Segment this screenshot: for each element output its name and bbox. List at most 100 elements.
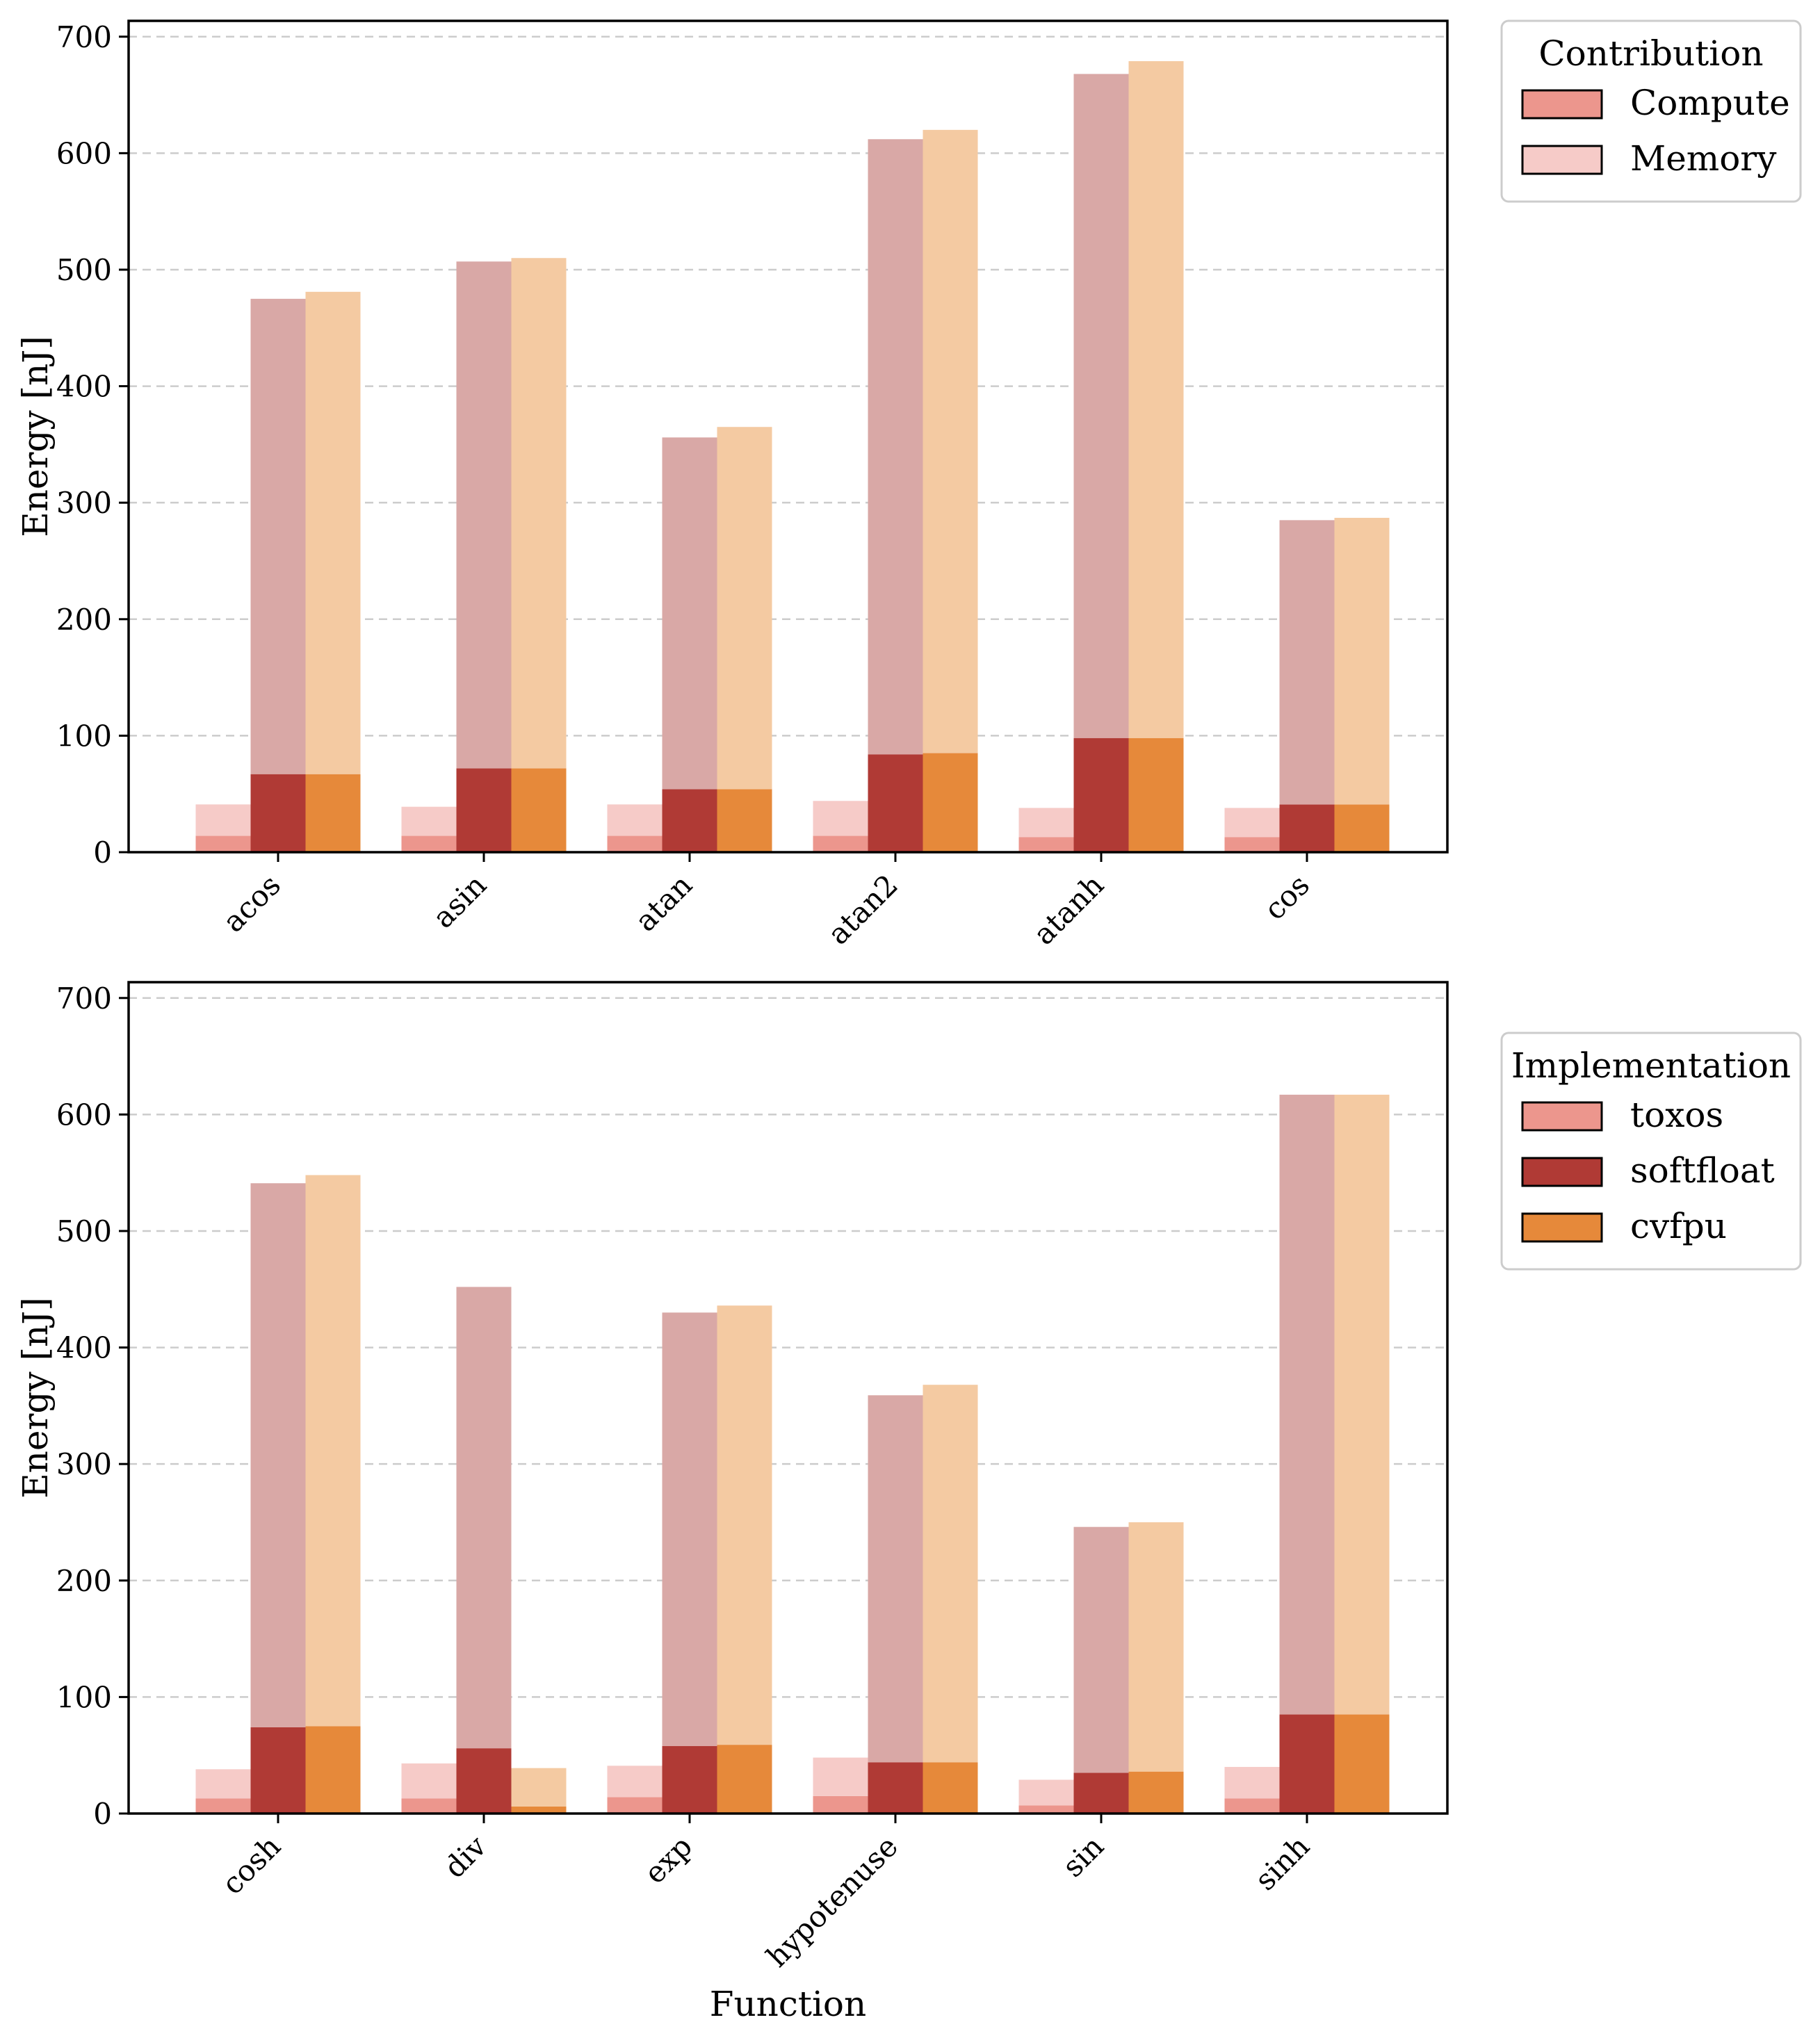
bar-softfloat-memory-exp xyxy=(662,1312,717,1746)
bar-softfloat-memory-cosh xyxy=(250,1183,306,1727)
legend-label-softfloat: softfloat xyxy=(1630,1150,1775,1191)
x-tick-label-asin: asin xyxy=(426,867,493,934)
y-tick-label-200: 200 xyxy=(56,603,112,637)
bar-softfloat-compute-sin xyxy=(1073,1773,1129,1814)
bar-cvfpu-memory-acos xyxy=(305,291,361,774)
bar-cvfpu-memory-sinh xyxy=(1334,1094,1390,1715)
bar-softfloat-memory-div xyxy=(456,1287,512,1749)
x-tick-label-hypotenuse: hypotenuse xyxy=(760,1829,904,1973)
y-tick-label-0: 0 xyxy=(93,836,112,870)
bar-softfloat-memory-sinh xyxy=(1279,1094,1335,1715)
y-axis-title: Energy [nJ] xyxy=(15,336,56,537)
legend-swatch-memory xyxy=(1521,145,1603,175)
y-tick-label-600: 600 xyxy=(56,1098,112,1132)
bottom-subplot: cosh div exp hypotenuse sin sinh 0 100 200 300 400… xyxy=(15,981,1449,2024)
bar-softfloat-compute-div xyxy=(456,1748,512,1814)
bar-cvfpu-memory-cosh xyxy=(305,1175,361,1727)
bar-cvfpu-compute-atan xyxy=(717,789,772,852)
bar-softfloat-memory-atan xyxy=(662,437,717,790)
legend-label-compute: Compute xyxy=(1630,83,1790,123)
bar-softfloat-memory-acos xyxy=(250,298,306,774)
x-tick-label-cosh: cosh xyxy=(216,1829,288,1901)
bar-softfloat-memory-atan2 xyxy=(868,139,923,755)
bar-softfloat-memory-atanh xyxy=(1073,74,1129,738)
x-tick-label-acos: acos xyxy=(216,867,287,938)
x-tick-label-atan2: atan2 xyxy=(821,867,904,951)
bar-toxos-compute-atanh xyxy=(1018,837,1074,852)
bar-softfloat-compute-sinh xyxy=(1279,1714,1335,1814)
bar-toxos-memory-atan2 xyxy=(813,801,868,836)
axes-frame xyxy=(127,19,1449,854)
bar-softfloat-compute-cosh xyxy=(250,1727,306,1814)
bar-softfloat-memory-sin xyxy=(1073,1526,1129,1773)
bar-cvfpu-compute-div xyxy=(511,1806,567,1814)
bar-cvfpu-memory-cos xyxy=(1334,517,1390,805)
bar-toxos-memory-asin xyxy=(401,806,457,836)
bar-toxos-memory-atanh xyxy=(1018,808,1074,838)
bar-toxos-memory-cos xyxy=(1224,808,1280,838)
bar-softfloat-compute-cos xyxy=(1279,804,1335,852)
contribution-legend: Contribution Compute Memory xyxy=(1500,19,1802,203)
legend-label-cvfpu: cvfpu xyxy=(1630,1206,1727,1246)
legend-swatch-softfloat xyxy=(1521,1157,1603,1187)
bar-toxos-compute-atan xyxy=(607,836,663,852)
legend-title: Contribution xyxy=(1538,33,1763,74)
bar-softfloat-compute-acos xyxy=(250,774,306,852)
bar-cvfpu-compute-sinh xyxy=(1334,1714,1390,1814)
y-axis-title: Energy [nJ] xyxy=(15,1297,56,1499)
bar-cvfpu-memory-atan xyxy=(717,427,772,790)
bar-cvfpu-compute-exp xyxy=(717,1745,772,1814)
x-tick-label-sinh: sinh xyxy=(1248,1829,1316,1897)
x-tick-label-sin: sin xyxy=(1056,1829,1111,1884)
bar-toxos-memory-atan xyxy=(607,804,663,836)
bar-toxos-memory-div xyxy=(401,1763,457,1799)
bar-softfloat-compute-atan xyxy=(662,789,717,852)
bar-cvfpu-compute-cosh xyxy=(305,1726,361,1814)
bar-cvfpu-memory-exp xyxy=(717,1305,772,1745)
bar-toxos-compute-exp xyxy=(607,1797,663,1814)
y-tick-label-400: 400 xyxy=(56,370,112,404)
x-tick-label-atan: atan xyxy=(628,867,699,938)
bar-toxos-memory-hypotenuse xyxy=(813,1757,868,1796)
bar-softfloat-compute-atan2 xyxy=(868,754,923,852)
y-tick-label-700: 700 xyxy=(56,981,112,1016)
bar-cvfpu-compute-atan2 xyxy=(923,753,978,852)
bar-toxos-compute-sinh xyxy=(1224,1798,1280,1814)
bar-softfloat-compute-asin xyxy=(456,768,512,852)
bar-softfloat-compute-atanh xyxy=(1073,738,1129,852)
x-tick-label-exp: exp xyxy=(637,1829,699,1890)
top-subplot: acos asin atan atan2 atanh cos 0 100 200 300 400 50… xyxy=(15,19,1449,952)
bar-toxos-compute-acos xyxy=(195,836,251,852)
implementation-legend: Implementation toxos softfloat cvfpu xyxy=(1500,1032,1802,1271)
legend-label-toxos: toxos xyxy=(1630,1095,1723,1135)
y-tick-label-100: 100 xyxy=(56,1680,112,1714)
bar-cvfpu-memory-asin xyxy=(511,258,567,769)
bar-toxos-compute-cos xyxy=(1224,837,1280,852)
x-tick-label-div: div xyxy=(437,1829,493,1884)
bar-softfloat-memory-hypotenuse xyxy=(868,1395,923,1763)
bar-toxos-memory-acos xyxy=(195,804,251,836)
bar-toxos-compute-hypotenuse xyxy=(813,1795,868,1814)
bar-toxos-compute-asin xyxy=(401,836,457,852)
bar-softfloat-memory-asin xyxy=(456,261,512,769)
bar-cvfpu-compute-acos xyxy=(305,774,361,852)
legend-label-memory: Memory xyxy=(1630,138,1777,179)
y-tick-label-300: 300 xyxy=(56,1447,112,1481)
y-tick-label-0: 0 xyxy=(93,1797,112,1831)
bar-cvfpu-memory-atan2 xyxy=(923,129,978,753)
bar-toxos-compute-atan2 xyxy=(813,836,868,852)
bar-toxos-compute-cosh xyxy=(195,1798,251,1814)
bar-softfloat-compute-exp xyxy=(662,1745,717,1814)
y-tick-label-500: 500 xyxy=(56,1214,112,1248)
axes-frame xyxy=(127,981,1449,1815)
bar-softfloat-memory-cos xyxy=(1279,520,1335,805)
legend-box xyxy=(1500,1032,1802,1271)
bar-cvfpu-memory-hypotenuse xyxy=(923,1385,978,1763)
bar-cvfpu-memory-div xyxy=(511,1768,567,1807)
bar-toxos-memory-sinh xyxy=(1224,1766,1280,1799)
bar-cvfpu-compute-atanh xyxy=(1128,738,1184,852)
legend-title: Implementation xyxy=(1511,1045,1791,1086)
y-tick-label-300: 300 xyxy=(56,486,112,520)
bar-toxos-compute-sin xyxy=(1018,1805,1074,1814)
